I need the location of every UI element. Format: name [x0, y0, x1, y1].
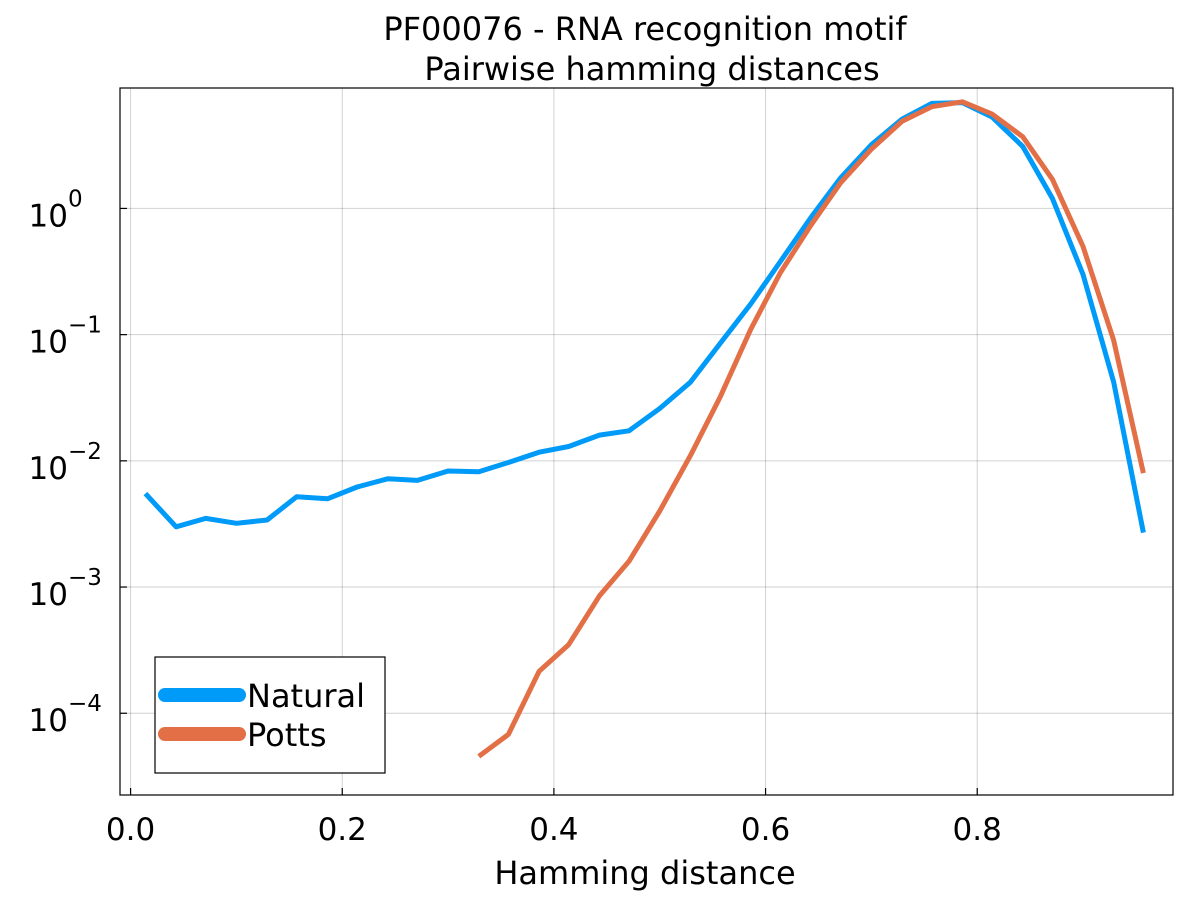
x-axis-ticks: 0.0 0.2 0.4 0.6 0.8: [106, 788, 1002, 848]
grid: [120, 88, 1173, 795]
y-tick-label: 10: [29, 451, 68, 487]
x-tick-label: 0.0: [106, 812, 155, 848]
x-tick-label: 0.4: [529, 812, 578, 848]
chart-title-line-1: PF00076 - RNA recognition motif: [383, 10, 907, 48]
legend-box: [154, 656, 386, 774]
legend-label-potts: Potts: [247, 716, 327, 754]
legend: Natural Potts: [154, 656, 386, 774]
series-line-potts: [477, 99, 1146, 759]
plot-frame: [119, 87, 1174, 796]
x-tick-label: 0.2: [318, 812, 367, 848]
y-tick-label: 10: [29, 325, 68, 361]
y-tick-exponent: −2: [68, 439, 102, 465]
y-tick-exponent: 0: [68, 186, 83, 212]
y-tick-label: 10: [29, 577, 68, 613]
y-tick-exponent: −3: [68, 565, 102, 591]
series-lines: [143, 99, 1146, 759]
y-tick-exponent: −4: [68, 691, 102, 717]
y-tick-label: 10: [29, 198, 68, 234]
legend-label-natural: Natural: [247, 677, 365, 715]
x-tick-label: 0.8: [953, 812, 1002, 848]
x-axis-label: Hamming distance: [494, 854, 795, 892]
y-tick-exponent: −1: [68, 313, 102, 339]
x-tick-label: 0.6: [741, 812, 790, 848]
chart-title-line-2: Pairwise hamming distances: [424, 50, 879, 88]
y-tick-label: 10: [29, 703, 68, 739]
